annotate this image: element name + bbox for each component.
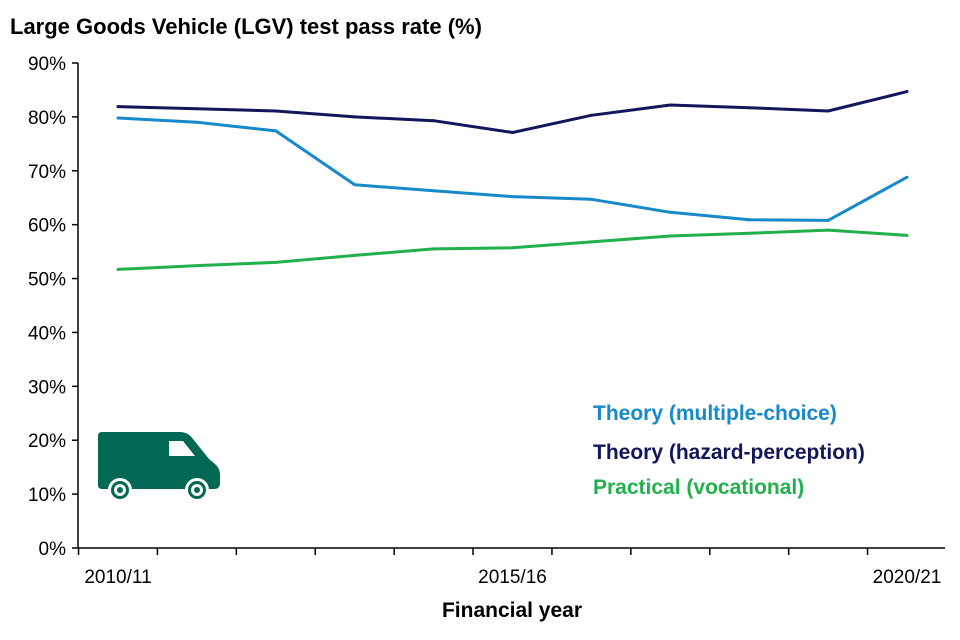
series-2-point	[353, 253, 357, 257]
series-2-point	[195, 264, 199, 268]
series-2-point	[511, 246, 514, 250]
van-wheel-rear-hub	[117, 487, 123, 493]
y-tick-label: 30%	[28, 377, 66, 398]
series-1-point	[195, 107, 199, 111]
y-axis: 0% 10% 20% 30% 40% 50% 60% 70% 80% 90%	[28, 54, 79, 560]
series-0-point	[195, 120, 199, 124]
series-0-point	[905, 175, 909, 179]
series-2-point	[274, 260, 278, 264]
series-0-point	[274, 129, 278, 133]
series-2-point	[747, 231, 751, 235]
van-wheel-front-hub	[194, 487, 200, 493]
series-1-point	[353, 115, 357, 119]
y-tick-label: 50%	[28, 270, 66, 291]
series-0-point	[511, 195, 514, 199]
van-body	[98, 432, 220, 489]
legend: Theory (multiple-choice) Theory (hazard-p…	[593, 402, 865, 499]
series-0-point	[432, 189, 436, 193]
series-1-point	[589, 113, 593, 117]
x-axis: 2010/11 2015/16 2020/21 Financial year	[77, 547, 945, 622]
legend-item-1: Theory (hazard-perception)	[593, 441, 865, 464]
x-tick-label: 2010/11	[84, 567, 151, 588]
van-window	[169, 441, 195, 456]
series-2-point	[826, 228, 830, 232]
series-line-2	[117, 228, 908, 271]
series-0-point	[353, 183, 357, 187]
series-1-point	[747, 106, 751, 110]
series-2-point	[589, 240, 593, 244]
legend-item-2: Practical (vocational)	[593, 476, 804, 499]
van-icon	[98, 432, 220, 502]
series-0-point	[826, 218, 830, 222]
x-axis-title: Financial year	[442, 599, 582, 622]
series-lines	[116, 90, 909, 271]
series-1-point	[116, 105, 120, 109]
series-1-point	[668, 103, 672, 107]
series-2-point	[668, 234, 672, 238]
series-1-point	[905, 90, 909, 94]
y-tick-label: 60%	[28, 216, 66, 237]
legend-item-0: Theory (multiple-choice)	[593, 402, 837, 425]
y-tick-label: 70%	[28, 162, 66, 183]
y-tick-label: 10%	[28, 485, 66, 506]
y-tick-label: 20%	[28, 431, 66, 452]
series-0-point	[116, 116, 120, 120]
series-2-point	[905, 233, 909, 237]
series-1-point	[826, 109, 830, 113]
series-1-point	[432, 119, 436, 123]
y-tick-label: 80%	[28, 108, 66, 129]
series-2-point	[116, 267, 120, 271]
series-0-point	[668, 210, 672, 214]
y-tick-label: 40%	[28, 323, 66, 344]
y-tick-label: 0%	[39, 539, 67, 560]
x-tick-label: 2015/16	[478, 567, 547, 588]
series-2-point	[432, 247, 436, 251]
series-1-point	[274, 109, 278, 113]
y-tick-label: 90%	[28, 54, 66, 75]
x-tick-label: 2020/21	[873, 567, 942, 588]
series-0-point	[589, 197, 593, 201]
series-0-point	[747, 218, 751, 222]
chart-title: Large Goods Vehicle (LGV) test pass rate…	[10, 14, 482, 39]
series-1-point	[511, 131, 514, 135]
